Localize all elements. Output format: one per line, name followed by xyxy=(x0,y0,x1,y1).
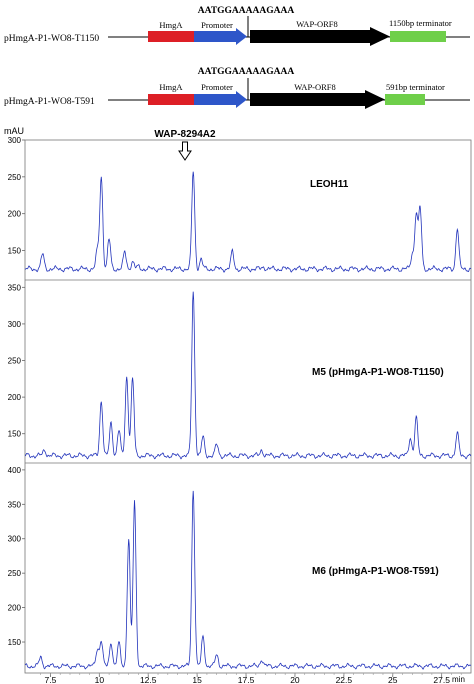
y-unit-label: mAU xyxy=(4,126,24,136)
sample-title: M6 (pHmgA-P1-WO8-T591) xyxy=(312,566,439,577)
construct-1-terminator-label: 1150bp terminator xyxy=(389,18,452,28)
construct-2-promoter-arrow xyxy=(194,91,247,108)
construct-1-hmga-label: HmgA xyxy=(159,20,183,30)
construct-2: pHmgA-P1-WO8-T591 HmgA Promoter AATGGAAA… xyxy=(4,67,470,109)
x-tick-label: 20 xyxy=(290,675,300,684)
y-tick-label: 200 xyxy=(8,210,22,219)
construct-1-start-sequence: AATGGAAAAAGAAA xyxy=(198,6,295,16)
y-tick-label: 300 xyxy=(8,136,22,145)
y-tick-label: 150 xyxy=(8,247,22,256)
construct-2-hmga-label: HmgA xyxy=(159,82,183,92)
x-axis: 7.5 10 12.5 15 17.5 20 22.5 25 27.5 xyxy=(40,673,462,684)
construct-1: pHmgA-P1-WO8-T1150 HmgA Promoter AATGGAA… xyxy=(4,6,470,46)
y-tick-label: 350 xyxy=(8,283,22,292)
y-tick-label: 250 xyxy=(8,173,22,182)
chromatogram-panel-1: 300 250 200 150 LEOH11 xyxy=(8,136,472,273)
construct-2-hmga-block xyxy=(148,94,194,105)
construct-2-terminator-label: 591bp terminator xyxy=(386,82,445,92)
construct-2-start-sequence: AATGGAAAAAGAAA xyxy=(198,67,295,77)
construct-2-terminator-block xyxy=(385,94,425,105)
y-tick-label: 250 xyxy=(8,357,22,366)
chromatogram-panel-2: 350 300 250 200 150 M5 (pHmgA-P1-WO8-T1150) xyxy=(8,283,472,460)
construct-1-promoter-label: Promoter xyxy=(201,20,233,30)
chromatogram-trace-2 xyxy=(24,291,472,460)
x-tick-label: 15 xyxy=(192,675,202,684)
construct-1-orf-arrow xyxy=(250,27,390,46)
chromatogram-trace-3 xyxy=(24,490,472,670)
peak-marker-label: WAP-8294A2 xyxy=(154,129,216,140)
chromatogram-panel-3: 400 350 300 250 200 150 M6 (pHmgA-P1-WO8-T591) xyxy=(8,466,472,670)
construct-2-orf-arrow xyxy=(250,90,385,109)
construct-1-hmga-block xyxy=(148,31,194,42)
construct-1-terminator-block xyxy=(390,31,446,42)
chromatogram: mAU WAP-8294A2 300 250 200 150 LEOH11 350 300 2… xyxy=(4,126,472,684)
y-tick-label: 350 xyxy=(8,500,22,509)
x-tick-label: 27.5 xyxy=(433,675,450,684)
x-tick-label: 22.5 xyxy=(336,675,353,684)
construct-1-orf-label: WAP-ORF8 xyxy=(296,19,338,29)
y-tick-label: 200 xyxy=(8,393,22,402)
construct-2-name: pHmgA-P1-WO8-T591 xyxy=(4,97,95,107)
construct-1-promoter-arrow xyxy=(194,28,247,45)
construct-2-orf-label: WAP-ORF8 xyxy=(294,82,336,92)
construct-2-promoter-label: Promoter xyxy=(201,82,233,92)
x-tick-label: 10 xyxy=(95,675,105,684)
plot-frame xyxy=(24,139,472,674)
chromatogram-trace-1 xyxy=(24,171,472,273)
construct-1-name: pHmgA-P1-WO8-T1150 xyxy=(4,34,99,44)
y-tick-label: 400 xyxy=(8,466,22,475)
x-unit-label: min xyxy=(452,675,465,684)
y-tick-label: 300 xyxy=(8,535,22,544)
x-tick-label: 12.5 xyxy=(140,675,157,684)
y-tick-label: 150 xyxy=(8,638,22,647)
x-tick-label: 7.5 xyxy=(45,675,57,684)
y-tick-label: 250 xyxy=(8,569,22,578)
y-tick-label: 300 xyxy=(8,320,22,329)
x-tick-label: 25 xyxy=(388,675,398,684)
peak-marker-arrow-icon xyxy=(178,141,192,161)
y-tick-label: 150 xyxy=(8,430,22,439)
sample-title: LEOH11 xyxy=(310,179,349,190)
sample-title: M5 (pHmgA-P1-WO8-T1150) xyxy=(312,367,444,378)
x-tick-label: 17.5 xyxy=(238,675,255,684)
y-tick-label: 200 xyxy=(8,604,22,613)
